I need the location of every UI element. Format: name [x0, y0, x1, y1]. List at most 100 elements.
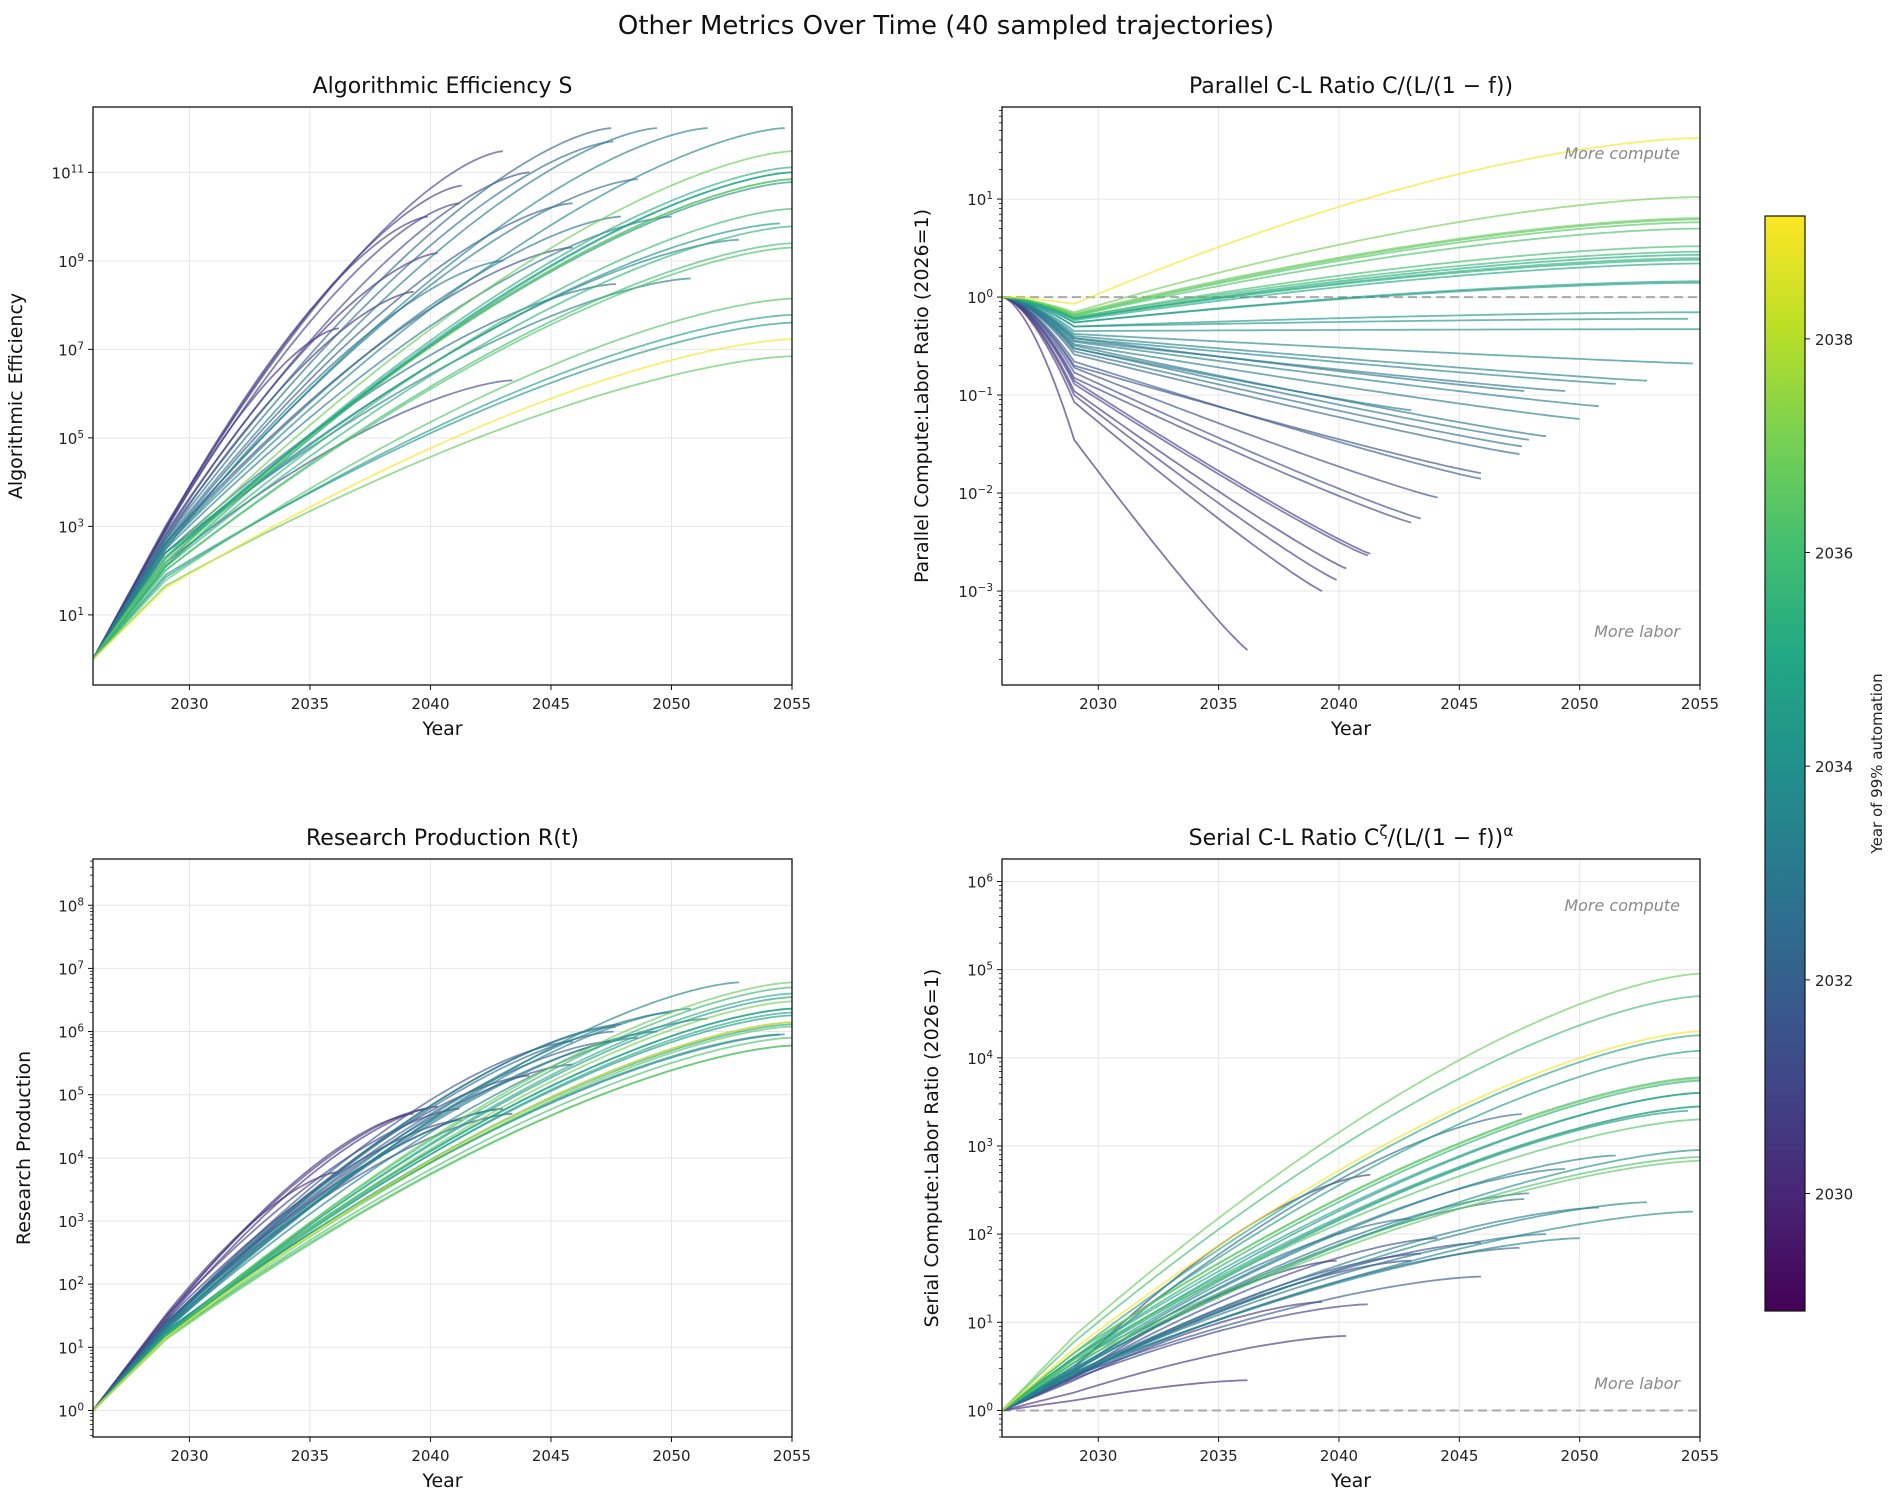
colorbar-gradient — [1764, 215, 1806, 1312]
trajectory-line — [1002, 296, 1523, 448]
x-tick-label: 2055 — [773, 1447, 811, 1465]
trajectory-line — [1002, 296, 1616, 385]
trajectory-line — [1002, 137, 1700, 305]
trajectory-line — [1002, 296, 1337, 581]
trajectory-line — [93, 178, 638, 660]
x-tick-label: 2045 — [1440, 695, 1478, 713]
series-group — [93, 981, 792, 1412]
x-tick-label: 2040 — [1320, 695, 1358, 713]
colorbar-tick-label: 2034 — [1815, 758, 1853, 776]
trajectory-line — [93, 1040, 612, 1412]
trajectory-line — [1002, 296, 1648, 382]
y-tick-label: 109 — [58, 252, 84, 271]
series-group — [1002, 137, 1700, 651]
x-tick-label: 2045 — [532, 695, 570, 713]
trajectory-line — [1002, 1079, 1700, 1412]
trajectory-line — [93, 1033, 785, 1412]
trajectory-line — [93, 1014, 792, 1412]
x-tick-label: 2030 — [1079, 695, 1117, 713]
y-tick-label: 106 — [58, 1023, 84, 1042]
trajectory-line — [1002, 296, 1700, 328]
x-axis-label: Year — [1330, 1470, 1371, 1492]
trajectory-line — [1002, 1210, 1693, 1412]
trajectory-line — [93, 202, 573, 660]
trajectory-line — [93, 202, 460, 660]
y-tick-label: 107 — [58, 340, 84, 359]
trajectory-line — [1002, 1301, 1323, 1412]
trajectory-line — [1002, 1217, 1412, 1412]
y-tick-label: 10−3 — [958, 582, 993, 601]
trajectory-line — [93, 150, 503, 660]
x-tick-label: 2035 — [291, 695, 329, 713]
trajectory-line — [93, 1044, 792, 1412]
trajectory-line — [93, 1007, 792, 1412]
trajectory-line — [1002, 296, 1369, 557]
y-tick-label: 100 — [967, 1401, 993, 1420]
trajectory-line — [1002, 1246, 1520, 1412]
trajectory-line — [1002, 258, 1700, 320]
panel-title: Serial C-L Ratio Cζ/(L/(1 − f))α — [1189, 822, 1514, 851]
trajectory-line — [1002, 1049, 1700, 1412]
trajectory-line — [93, 127, 785, 660]
trajectory-line — [1002, 217, 1700, 315]
series-group — [1002, 972, 1700, 1412]
trajectory-line — [1002, 1379, 1248, 1412]
x-tick-label: 2050 — [1561, 695, 1599, 713]
trajectory-line — [1002, 995, 1700, 1412]
x-tick-label: 2040 — [411, 695, 449, 713]
trajectory-line — [1002, 253, 1700, 320]
trajectory-line — [1002, 296, 1438, 499]
trajectory-line — [1002, 296, 1371, 555]
trajectory-line — [1002, 296, 1347, 570]
annotation-bottom-right: More labor — [1594, 622, 1681, 641]
trajectory-line — [1002, 1030, 1700, 1412]
trajectory-line — [93, 171, 792, 660]
trajectory-line — [93, 321, 792, 660]
trajectory-line — [1002, 296, 1599, 408]
panel-title: Algorithmic Efficiency S — [313, 74, 573, 99]
trajectory-line — [1002, 1092, 1700, 1412]
trajectory-line — [93, 1036, 792, 1412]
trajectory-line — [93, 222, 780, 660]
y-tick-label: 105 — [967, 961, 993, 980]
x-tick-label: 2050 — [652, 1447, 690, 1465]
trajectory-line — [93, 1107, 503, 1412]
y-tick-label: 103 — [967, 1137, 993, 1156]
x-tick-label: 2045 — [532, 1447, 570, 1465]
x-tick-label: 2035 — [1200, 695, 1238, 713]
trajectory-line — [93, 992, 792, 1412]
y-tick-label: 101 — [967, 190, 993, 209]
trajectory-line — [93, 127, 658, 660]
trajectory-line — [93, 981, 792, 1412]
x-tick-label: 2030 — [170, 1447, 208, 1465]
y-axis-label: Research Production — [13, 1051, 35, 1245]
y-tick-label: 104 — [967, 1049, 993, 1068]
trajectory-line — [1002, 296, 1566, 392]
x-tick-label: 2035 — [1200, 1447, 1238, 1465]
trajectory-line — [93, 150, 792, 660]
trajectory-line — [1002, 1118, 1700, 1412]
x-tick-label: 2045 — [1440, 1447, 1478, 1465]
trajectory-line — [93, 338, 792, 660]
colorbar-tick-label: 2032 — [1815, 972, 1853, 990]
y-tick-label: 104 — [58, 1149, 84, 1168]
trajectory-line — [93, 171, 530, 660]
trajectory-line — [93, 297, 792, 660]
y-tick-label: 107 — [58, 959, 84, 978]
trajectory-line — [1002, 245, 1700, 319]
colorbar-tick-label: 2030 — [1815, 1185, 1853, 1203]
trajectory-line — [93, 283, 617, 660]
axes-frame — [92, 858, 793, 1438]
trajectory-line — [1002, 296, 1412, 412]
x-tick-label: 2055 — [1681, 1447, 1719, 1465]
colorbar-label: Year of 99% automation — [1868, 673, 1886, 854]
trajectory-line — [1002, 1077, 1700, 1412]
trajectory-line — [1002, 296, 1412, 524]
trajectory-line — [1002, 972, 1700, 1412]
annotation-top-right: More compute — [1564, 144, 1680, 163]
x-axis-label: Year — [421, 718, 462, 740]
trajectory-line — [93, 207, 792, 660]
trajectory-line — [1002, 296, 1323, 592]
axes-frame — [1001, 106, 1701, 686]
